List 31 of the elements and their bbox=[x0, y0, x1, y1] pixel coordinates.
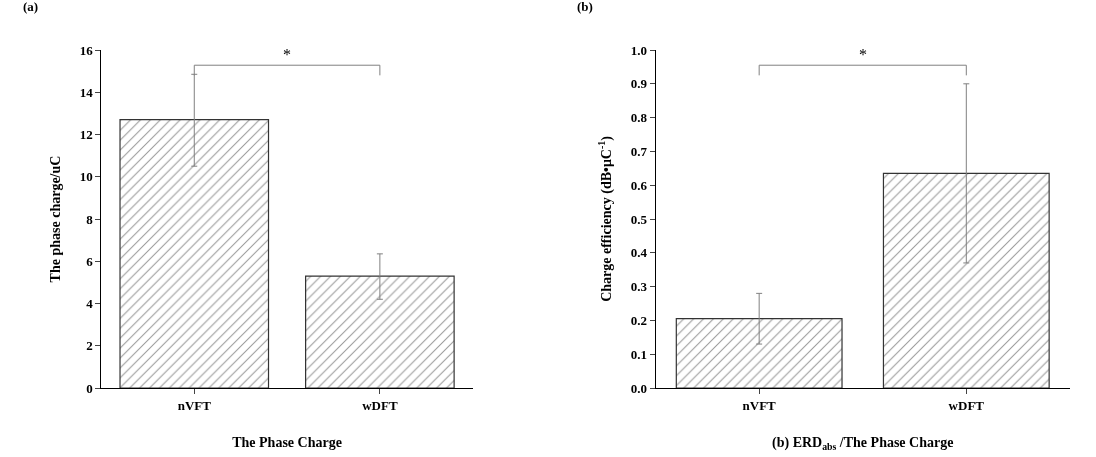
x-tick-label: nVFT bbox=[177, 397, 212, 413]
annotation: * bbox=[283, 46, 291, 63]
y-tick-label: 0.4 bbox=[630, 245, 648, 261]
y-tick-label: 0.7 bbox=[630, 143, 648, 159]
x-tick-label: wDFT bbox=[362, 397, 398, 413]
y-tick-label: 1.0 bbox=[630, 42, 647, 58]
x-axis-title: The Phase Charge bbox=[232, 434, 342, 450]
y-tick-label: 14 bbox=[79, 84, 94, 100]
y-tick-label: 16 bbox=[79, 42, 94, 58]
text: (a) bbox=[23, 0, 39, 14]
y-tick-label: 6 bbox=[86, 253, 94, 269]
y-tick-label: 8 bbox=[86, 211, 94, 227]
y-tick-label: 0.2 bbox=[630, 312, 647, 328]
y-tick-label: 0.6 bbox=[630, 177, 648, 193]
y-axis-title: The phase charge/uC bbox=[48, 155, 64, 283]
y-tick-label: 0 bbox=[86, 380, 93, 396]
y-tick-label: 4 bbox=[86, 296, 94, 312]
y-tick-label: 0.3 bbox=[630, 279, 648, 295]
x-axis-title: (b) ERD$_{abs}$ /The Phase Charge bbox=[772, 434, 954, 452]
y-tick-label: 10 bbox=[79, 169, 93, 185]
y-tick-label: 2 bbox=[86, 338, 93, 354]
y-tick-label: 0.9 bbox=[630, 76, 648, 92]
y-tick-label: 0.8 bbox=[630, 110, 648, 126]
y-tick-label: 12 bbox=[79, 127, 93, 143]
x-tick-label: wDFT bbox=[948, 397, 985, 413]
y-tick-label: 0.5 bbox=[630, 211, 648, 227]
x-tick-label: nVFT bbox=[742, 397, 777, 413]
text: (b) bbox=[577, 0, 593, 14]
annotation: * bbox=[859, 46, 867, 63]
y-tick-label: 0.1 bbox=[630, 346, 647, 362]
y-tick-label: 0.0 bbox=[630, 380, 647, 396]
